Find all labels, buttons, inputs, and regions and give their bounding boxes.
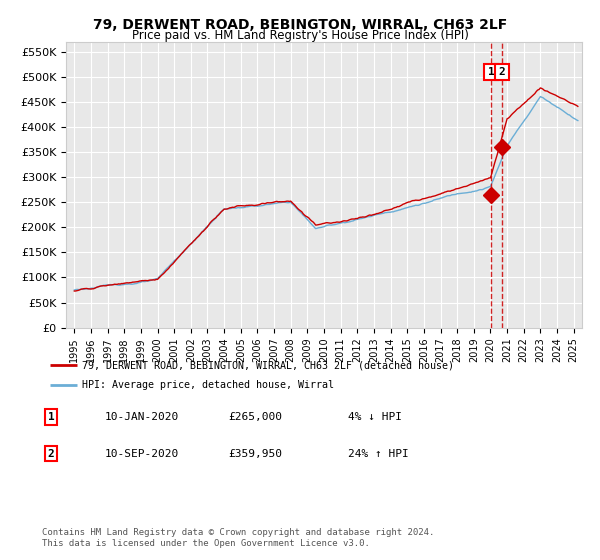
Text: 2: 2 <box>499 67 505 77</box>
Text: 79, DERWENT ROAD, BEBINGTON, WIRRAL, CH63 2LF: 79, DERWENT ROAD, BEBINGTON, WIRRAL, CH6… <box>93 18 507 32</box>
Text: 1: 1 <box>47 412 55 422</box>
Text: 24% ↑ HPI: 24% ↑ HPI <box>348 449 409 459</box>
Text: £359,950: £359,950 <box>228 449 282 459</box>
Text: 2: 2 <box>47 449 55 459</box>
Text: Price paid vs. HM Land Registry's House Price Index (HPI): Price paid vs. HM Land Registry's House … <box>131 29 469 42</box>
Text: 10-JAN-2020: 10-JAN-2020 <box>105 412 179 422</box>
Text: 79, DERWENT ROAD, BEBINGTON, WIRRAL, CH63 2LF (detached house): 79, DERWENT ROAD, BEBINGTON, WIRRAL, CH6… <box>83 361 455 370</box>
Text: Contains HM Land Registry data © Crown copyright and database right 2024.
This d: Contains HM Land Registry data © Crown c… <box>42 528 434 548</box>
Text: 4% ↓ HPI: 4% ↓ HPI <box>348 412 402 422</box>
Text: 10-SEP-2020: 10-SEP-2020 <box>105 449 179 459</box>
Text: £265,000: £265,000 <box>228 412 282 422</box>
Text: HPI: Average price, detached house, Wirral: HPI: Average price, detached house, Wirr… <box>83 380 335 390</box>
Text: 1: 1 <box>488 67 494 77</box>
